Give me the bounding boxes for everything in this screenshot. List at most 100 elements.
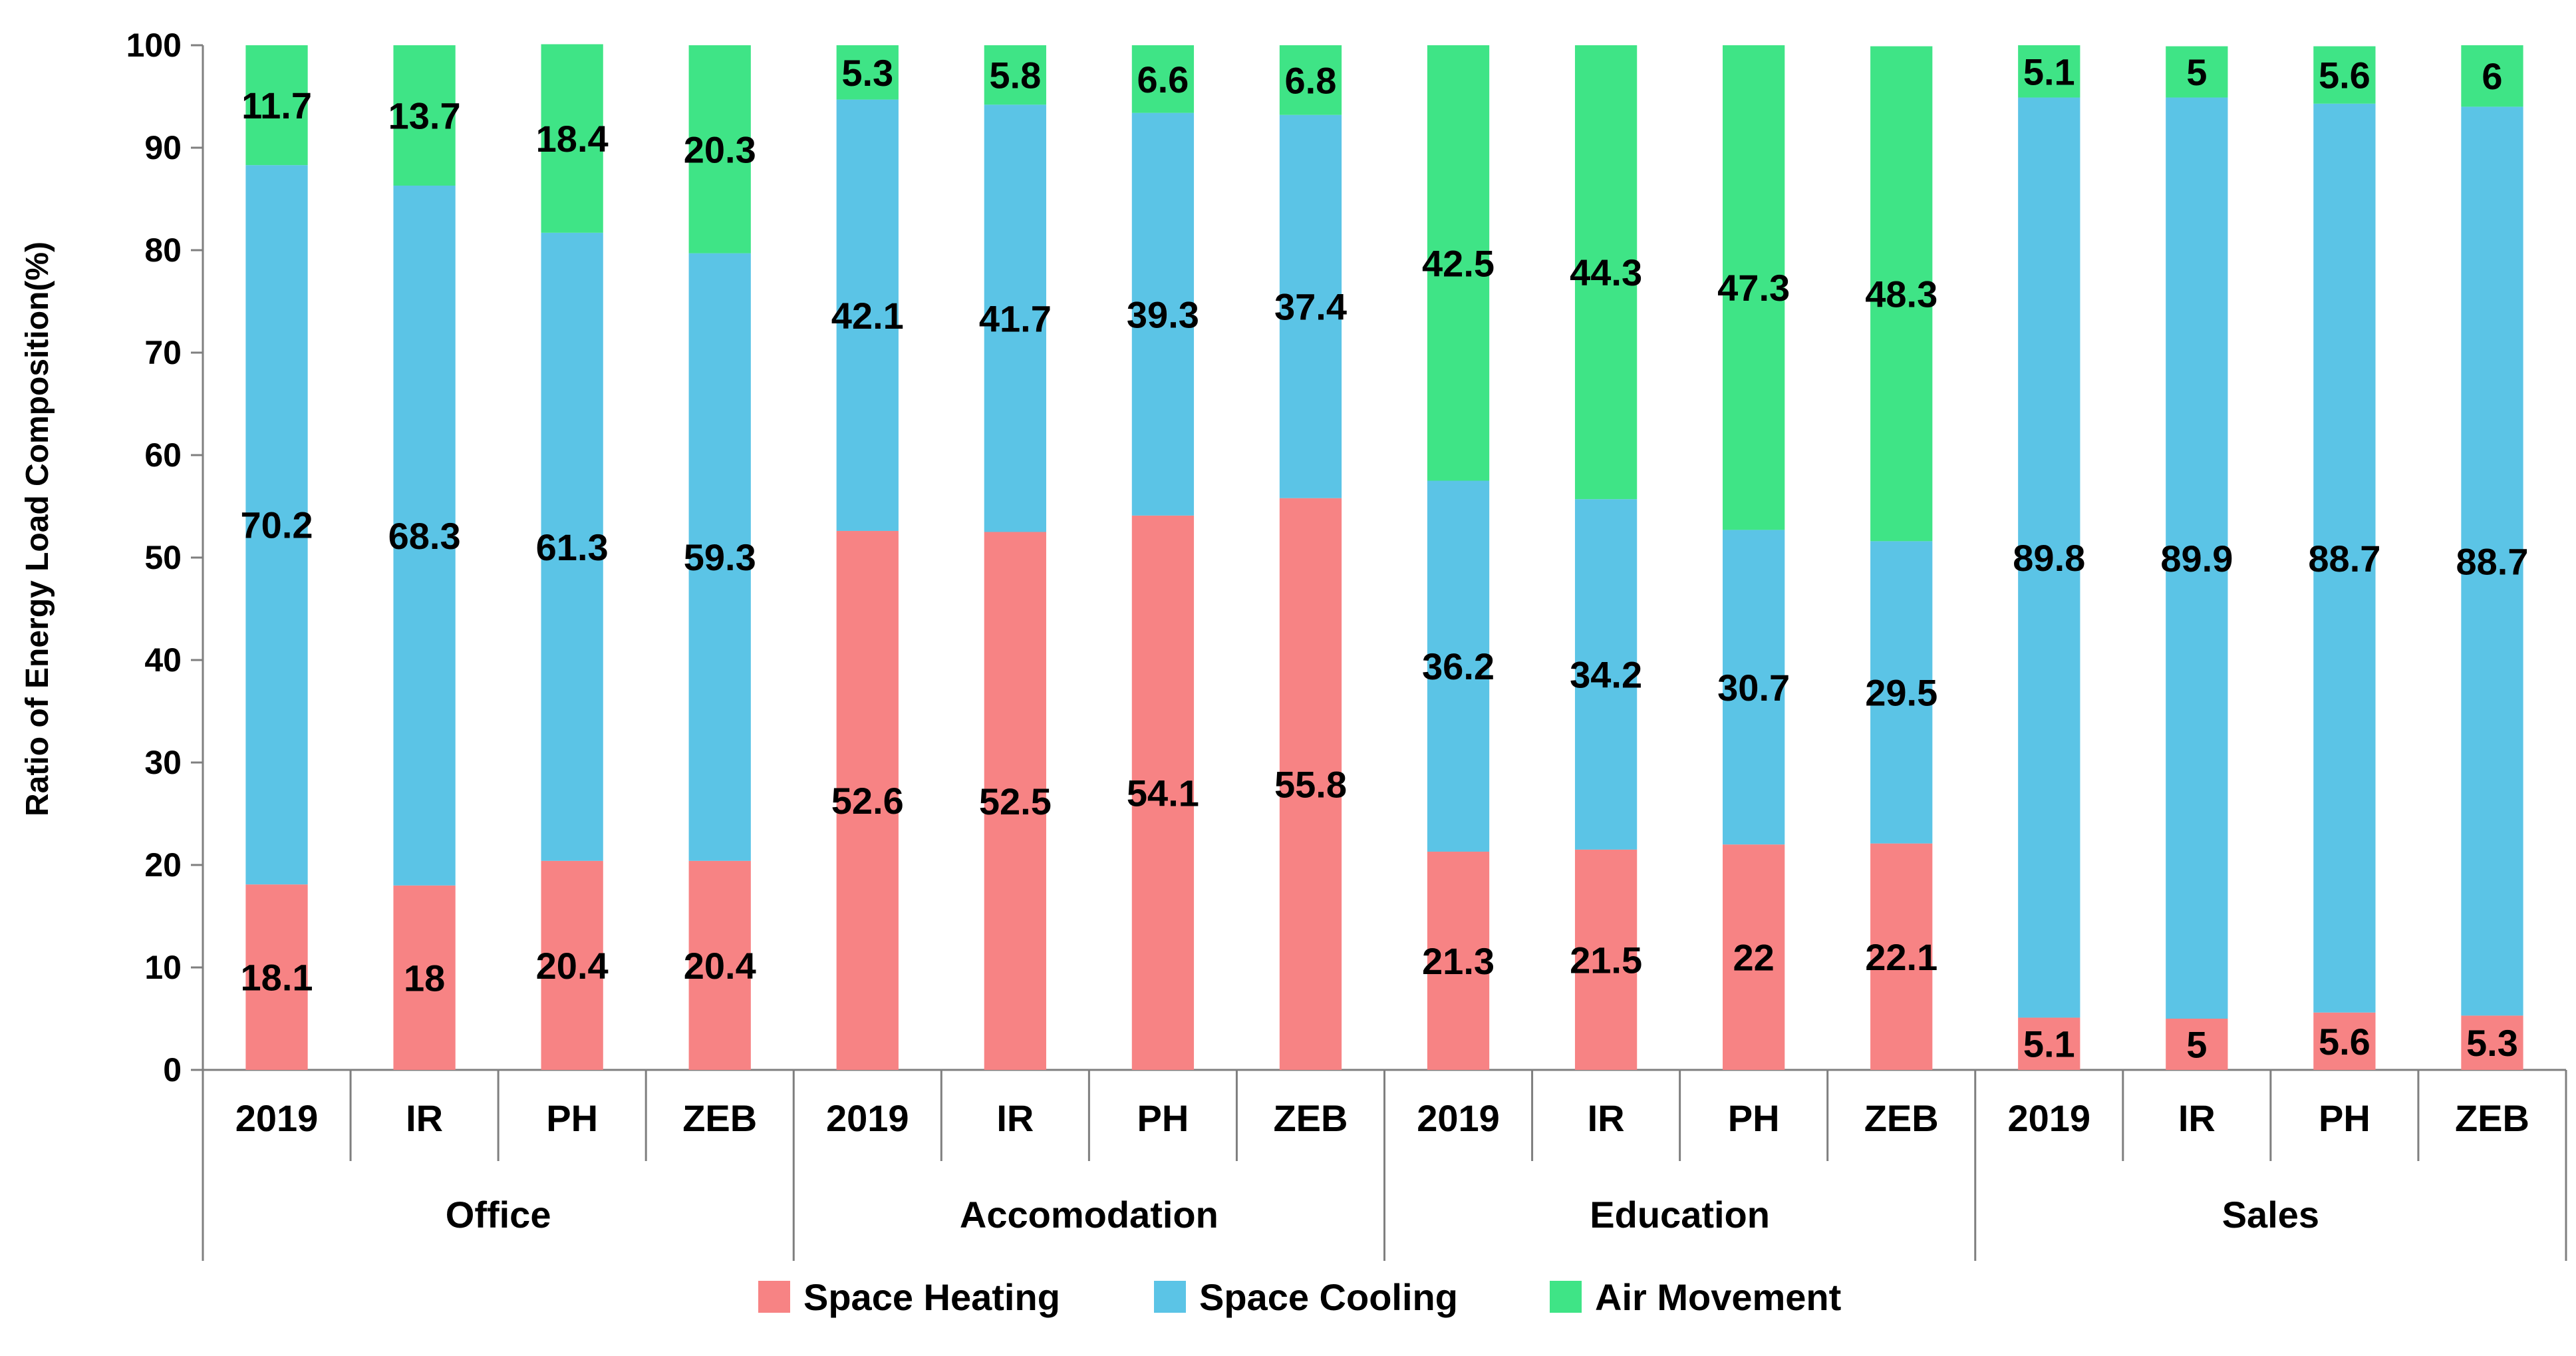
bar-space-cooling (1279, 114, 1342, 498)
bar-space-cooling (836, 99, 899, 531)
bar-space-cooling (1574, 499, 1638, 850)
bar-air-movement (1574, 45, 1638, 500)
plot-area: 0 10 20 30 40 50 60 70 80 90 100 18.1 70.2 11.7 18 68.3… (126, 27, 2567, 1261)
bar-space-heating (541, 860, 603, 1070)
bar-space-heating (688, 860, 751, 1070)
data-label: 34.2 (1570, 654, 1642, 696)
bar-space-cooling (541, 232, 603, 861)
data-label: 68.3 (388, 515, 461, 557)
group-label: Office (446, 1194, 551, 1236)
legend: Space Heating Space Cooling Air Movement (758, 1276, 1841, 1318)
data-label: 22 (1733, 937, 1775, 979)
group-label: Accomodation (960, 1194, 1218, 1236)
bar-air-movement (1427, 45, 1490, 481)
bar-air-movement (1723, 45, 1785, 530)
data-label: 52.6 (831, 780, 904, 822)
category-label: IR (1588, 1097, 1625, 1139)
data-label: 6.6 (1137, 59, 1189, 100)
category-label: IR (2178, 1097, 2216, 1139)
data-label: 18.4 (536, 118, 609, 160)
bar-air-movement (245, 45, 308, 166)
bar-space-heating (1574, 849, 1638, 1070)
data-label: 88.7 (2456, 540, 2528, 582)
y-tick-label: 70 (144, 334, 182, 371)
data-label: 11.7 (241, 85, 312, 126)
category-label: PH (1728, 1097, 1780, 1139)
bar-space-cooling (688, 253, 751, 861)
y-tick-label: 90 (144, 129, 182, 166)
bar-air-movement (836, 45, 899, 100)
data-label: 55.8 (1274, 763, 1347, 805)
bar-space-cooling (1870, 541, 1933, 844)
data-label: 20.3 (684, 128, 756, 170)
bar-space-cooling (2018, 97, 2080, 1018)
bar-space-cooling (2313, 103, 2376, 1013)
data-label: 36.2 (1422, 645, 1495, 687)
y-tick-label: 50 (144, 539, 182, 576)
data-label: 61.3 (536, 526, 609, 568)
data-label: 48.3 (1865, 273, 1937, 315)
data-label: 89.8 (2013, 537, 2085, 579)
bar-air-movement (541, 44, 603, 233)
category-label: ZEB (1273, 1097, 1348, 1139)
category-label: ZEB (682, 1097, 757, 1139)
category-label: 2019 (826, 1097, 909, 1139)
data-label: 18 (404, 957, 445, 999)
data-label: 42.5 (1422, 242, 1495, 284)
data-label: 5.3 (2466, 1022, 2518, 1064)
data-label: 5.3 (841, 52, 893, 94)
bar-space-cooling (2166, 97, 2228, 1019)
bar-space-heating (2166, 1019, 2228, 1070)
legend-swatch-air-movement (1550, 1281, 1582, 1313)
legend-label: Space Heating (803, 1276, 1060, 1318)
y-tick-label: 30 (144, 744, 182, 781)
bar-air-movement (393, 45, 456, 186)
bar-space-cooling (393, 185, 456, 886)
bar-space-heating (1131, 515, 1195, 1070)
group-label: Education (1590, 1194, 1770, 1236)
data-label: 6 (2482, 55, 2502, 97)
bar-air-movement (1131, 45, 1195, 113)
data-label: 20.4 (684, 945, 756, 987)
category-label: ZEB (2455, 1097, 2529, 1139)
data-label: 5.1 (2023, 1023, 2075, 1065)
bar-space-heating (1723, 844, 1785, 1070)
y-tick-label: 20 (144, 846, 182, 884)
category-label: PH (546, 1097, 598, 1139)
data-label: 54.1 (1127, 772, 1199, 814)
category-label: 2019 (1417, 1097, 1500, 1139)
data-label: 37.4 (1274, 286, 1347, 328)
legend-swatch-space-heating (758, 1281, 790, 1313)
data-label: 39.3 (1127, 293, 1199, 335)
legend-label: Space Cooling (1199, 1276, 1458, 1318)
data-label: 6.8 (1285, 59, 1337, 101)
data-label: 30.7 (1717, 667, 1790, 709)
bar-air-movement (2018, 45, 2080, 98)
data-label: 5.6 (2319, 1021, 2370, 1063)
bar-space-heating (2461, 1015, 2523, 1070)
bar-space-heating (836, 530, 899, 1070)
data-label: 20.4 (536, 945, 609, 987)
legend-swatch-space-cooling (1154, 1281, 1186, 1313)
data-label: 42.1 (831, 295, 904, 337)
category-label: 2019 (235, 1097, 319, 1139)
y-tick-label: 80 (144, 232, 182, 269)
data-label: 29.5 (1865, 672, 1937, 714)
y-tick-label: 0 (163, 1051, 182, 1089)
data-label: 13.7 (388, 94, 461, 136)
data-label: 89.9 (2160, 538, 2233, 580)
y-tick-label: 100 (126, 27, 182, 64)
data-label: 5.8 (989, 55, 1041, 96)
category-label: IR (996, 1097, 1034, 1139)
y-tick-label: 40 (144, 641, 182, 679)
bar-space-heating (984, 532, 1046, 1070)
y-tick-label: 60 (144, 436, 182, 474)
legend-label: Air Movement (1595, 1276, 1841, 1318)
data-label: 21.5 (1570, 939, 1642, 981)
category-label: IR (406, 1097, 443, 1139)
bar-space-cooling (1427, 480, 1490, 852)
category-label: PH (1137, 1097, 1189, 1139)
data-label: 47.3 (1717, 267, 1790, 309)
bar-space-heating (1870, 843, 1933, 1070)
